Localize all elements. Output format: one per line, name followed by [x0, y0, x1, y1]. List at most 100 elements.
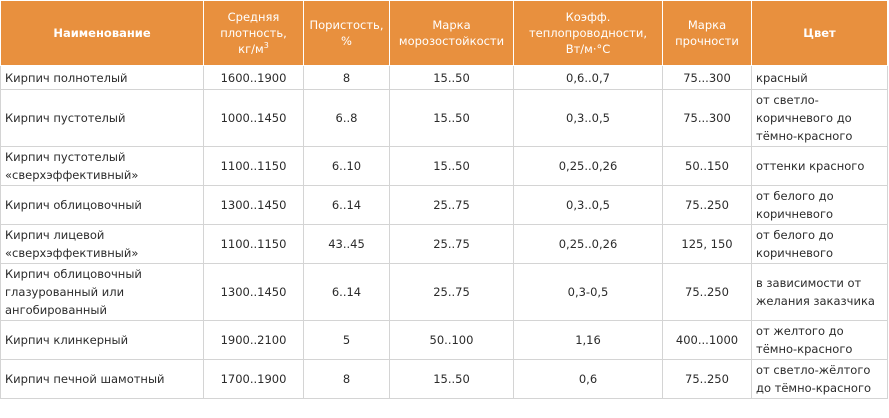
porosity-cell: 6..14: [303, 263, 390, 321]
strength-cell: 125, 150: [662, 224, 752, 264]
brick-name-cell-line: Кирпич полнотелый: [5, 70, 128, 85]
frost-cell: 50..100: [389, 320, 514, 360]
header-color-text: Цвет: [803, 26, 836, 40]
color-cell: от желтого до тёмно-красного: [751, 320, 888, 360]
color-cell: от светло-жёлтого до тёмно-красного: [751, 359, 888, 399]
density-cell: 1000..1450: [203, 89, 304, 147]
color-cell: красный: [751, 65, 888, 90]
header-density: Средняя плотность, кг/м3: [203, 0, 304, 66]
brick-name-cell-line: ангобированный: [5, 303, 107, 317]
density-cell: 1300..1450: [203, 263, 304, 321]
brick-name-cell: Кирпич облицовочный глазурованный или анго…: [0, 263, 204, 321]
strength-cell: 50..150: [662, 146, 752, 186]
strength-cell: 75...300: [662, 65, 752, 90]
header-strength: Марка прочности: [662, 0, 752, 66]
table-row: Кирпич облицовочный 1300..1450 6..14 25..75…: [0, 185, 888, 225]
color-cell-line: оттенки красного: [756, 159, 865, 173]
color-cell-line: коричневого: [756, 207, 834, 221]
color-cell: от белого до коричневого: [751, 224, 888, 264]
header-density-unit: кг/м: [238, 42, 264, 56]
header-row: Наименование Средняя плотность, кг/м3 По…: [0, 0, 888, 66]
color-cell: от белого до коричневого: [751, 185, 888, 225]
header-name-text: Наименование: [53, 26, 151, 40]
porosity-cell: 6..14: [303, 185, 390, 225]
strength-cell: 75..250: [662, 263, 752, 321]
header-porosity-label: Пористость,: [309, 18, 384, 32]
brick-name-cell: Кирпич пустотелый «сверхэффективный»: [0, 146, 204, 186]
porosity-cell: 43..45: [303, 224, 390, 264]
table-body: Кирпич полнотелый 1600..1900 8 15..50 0,6..0…: [0, 65, 888, 399]
color-cell: в зависимости от желания заказчика: [751, 263, 888, 321]
frost-cell: 25..75: [389, 185, 514, 225]
density-cell: 1100..1150: [203, 224, 304, 264]
brick-name-cell: Кирпич облицовочный: [0, 185, 204, 225]
density-cell: 1100..1150: [203, 146, 304, 186]
color-cell-line: тёмно-красного: [756, 342, 853, 356]
brick-name-cell-line: Кирпич облицовочный: [5, 198, 142, 212]
brick-name-cell-line: Кирпич печной шамотный: [5, 372, 165, 386]
table-row: Кирпич пустотелый «сверхэффективный» 1100.…: [0, 146, 888, 186]
color-cell-line: от белого до: [756, 228, 834, 242]
color-cell-line: тёмно-красного: [756, 129, 853, 143]
thermal-cell: 0,25..0,26: [513, 146, 663, 186]
thermal-cell: 0,6..0,7: [513, 65, 663, 90]
brick-name-cell: Кирпич пустотелый: [0, 89, 204, 147]
density-cell: 1600..1900: [203, 65, 304, 90]
thermal-cell: 1,16: [513, 320, 663, 360]
header-thermal-line3: Вт/м·°С: [565, 42, 611, 56]
header-thermal: Коэфф. теплопроводности, Вт/м·°С: [513, 0, 663, 66]
header-name: Наименование: [0, 0, 204, 66]
header-frost-line1: Марка: [432, 18, 471, 32]
brick-properties-table: Наименование Средняя плотность, кг/м3 По…: [0, 0, 888, 399]
brick-name-cell: Кирпич лицевой «сверхэффективный»: [0, 224, 204, 264]
header-frost-line2: морозостойкости: [398, 34, 505, 48]
porosity-cell: 5: [303, 320, 390, 360]
color-cell-line: от светло-жёлтого: [756, 363, 871, 377]
thermal-cell: 0,25..0,26: [513, 224, 663, 264]
frost-cell: 25..75: [389, 224, 514, 264]
color-cell-line: до тёмно-красного: [756, 381, 872, 395]
header-color: Цвет: [751, 0, 888, 66]
color-cell: оттенки красного: [751, 146, 888, 186]
table-row: Кирпич полнотелый 1600..1900 8 15..50 0,6..0…: [0, 65, 888, 90]
table-row: Кирпич облицовочный глазурованный или анго…: [0, 263, 888, 321]
brick-name-cell-line: Кирпич пустотелый: [5, 111, 126, 125]
frost-cell: 15..50: [389, 89, 514, 147]
brick-name-cell-line: Кирпич клинкерный: [5, 333, 129, 347]
header-porosity: Пористость, %: [303, 0, 390, 66]
brick-name-cell-line: Кирпич пустотелый: [5, 150, 126, 164]
density-cell: 1900..2100: [203, 320, 304, 360]
brick-name-cell-line: Кирпич лицевой: [5, 228, 105, 242]
thermal-cell: 0,3-0,5: [513, 263, 663, 321]
thermal-cell: 0,3..0,5: [513, 185, 663, 225]
strength-cell: 75..250: [662, 185, 752, 225]
brick-name-cell: Кирпич клинкерный: [0, 320, 204, 360]
strength-cell: 75...300: [662, 89, 752, 147]
table-row: Кирпич лицевой «сверхэффективный» 1100..11…: [0, 224, 888, 264]
color-cell-line: желания заказчика: [756, 294, 875, 308]
porosity-cell: 6..10: [303, 146, 390, 186]
frost-cell: 15..50: [389, 146, 514, 186]
color-cell-line: от светло-: [756, 93, 819, 107]
brick-name-cell-line: «сверхэффективный»: [5, 246, 139, 260]
thermal-cell: 0,3..0,5: [513, 89, 663, 147]
table-header: Наименование Средняя плотность, кг/м3 По…: [0, 0, 888, 66]
color-cell-line: коричневого: [756, 246, 834, 260]
table-row: Кирпич пустотелый 1000..1450 6..8 15..50 0,3…: [0, 89, 888, 147]
brick-name-cell-line: «сверхэффективный»: [5, 168, 139, 182]
color-cell-line: от желтого до: [756, 324, 844, 338]
table-row: Кирпич печной шамотный 1700..1900 8 15..50 0…: [0, 359, 888, 399]
color-cell-line: коричневого до: [756, 111, 852, 125]
frost-cell: 15..50: [389, 65, 514, 90]
strength-cell: 75..250: [662, 359, 752, 399]
header-thermal-line1: Коэфф.: [565, 10, 611, 24]
table-row: Кирпич клинкерный 1900..2100 5 50..100 1,16 4…: [0, 320, 888, 360]
frost-cell: 15..50: [389, 359, 514, 399]
header-porosity-unit: %: [341, 34, 352, 48]
color-cell-line: от белого до: [756, 189, 834, 203]
color-cell-line: в зависимости от: [756, 276, 862, 290]
header-thermal-line2: теплопроводности,: [528, 26, 647, 40]
header-frost: Марка морозостойкости: [389, 0, 514, 66]
thermal-cell: 0,6: [513, 359, 663, 399]
header-density-line1: Средняя: [227, 10, 280, 24]
